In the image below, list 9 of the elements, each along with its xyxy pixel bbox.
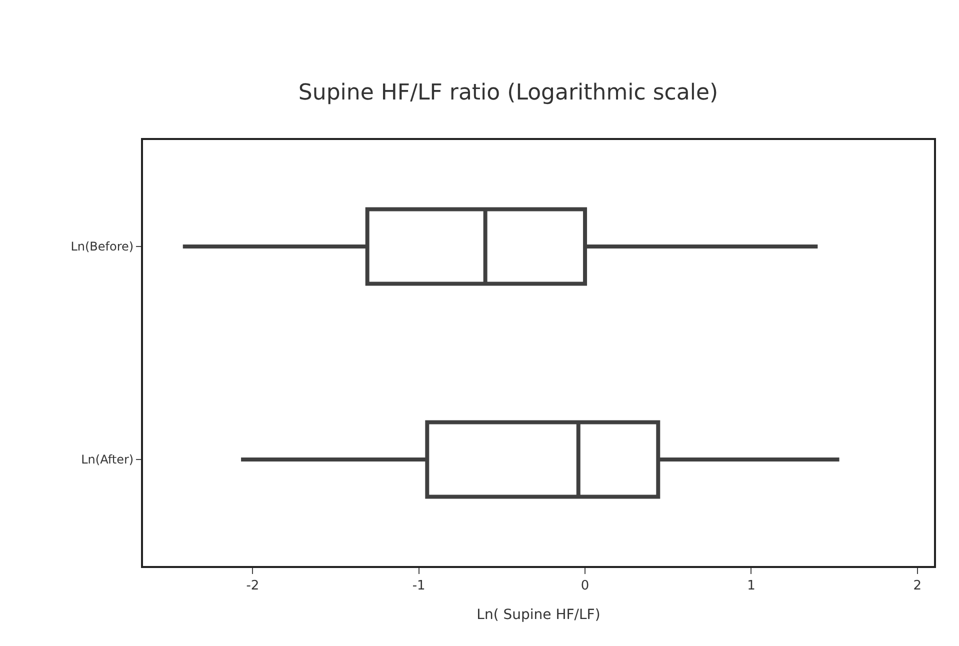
x-axis-title: Ln( Supine HF/LF) — [476, 607, 600, 623]
x-tick-label: 0 — [580, 578, 590, 594]
x-tick-label: 2 — [913, 578, 922, 594]
chart-title: Supine HF/LF ratio (Logarithmic scale) — [298, 80, 718, 106]
x-tick-label: 1 — [747, 578, 756, 594]
x-tick-label: -1 — [412, 578, 426, 594]
y-tick-label: Ln(Before) — [70, 240, 134, 254]
x-tick-label: -2 — [246, 578, 260, 594]
y-tick-label: Ln(After) — [81, 452, 134, 467]
